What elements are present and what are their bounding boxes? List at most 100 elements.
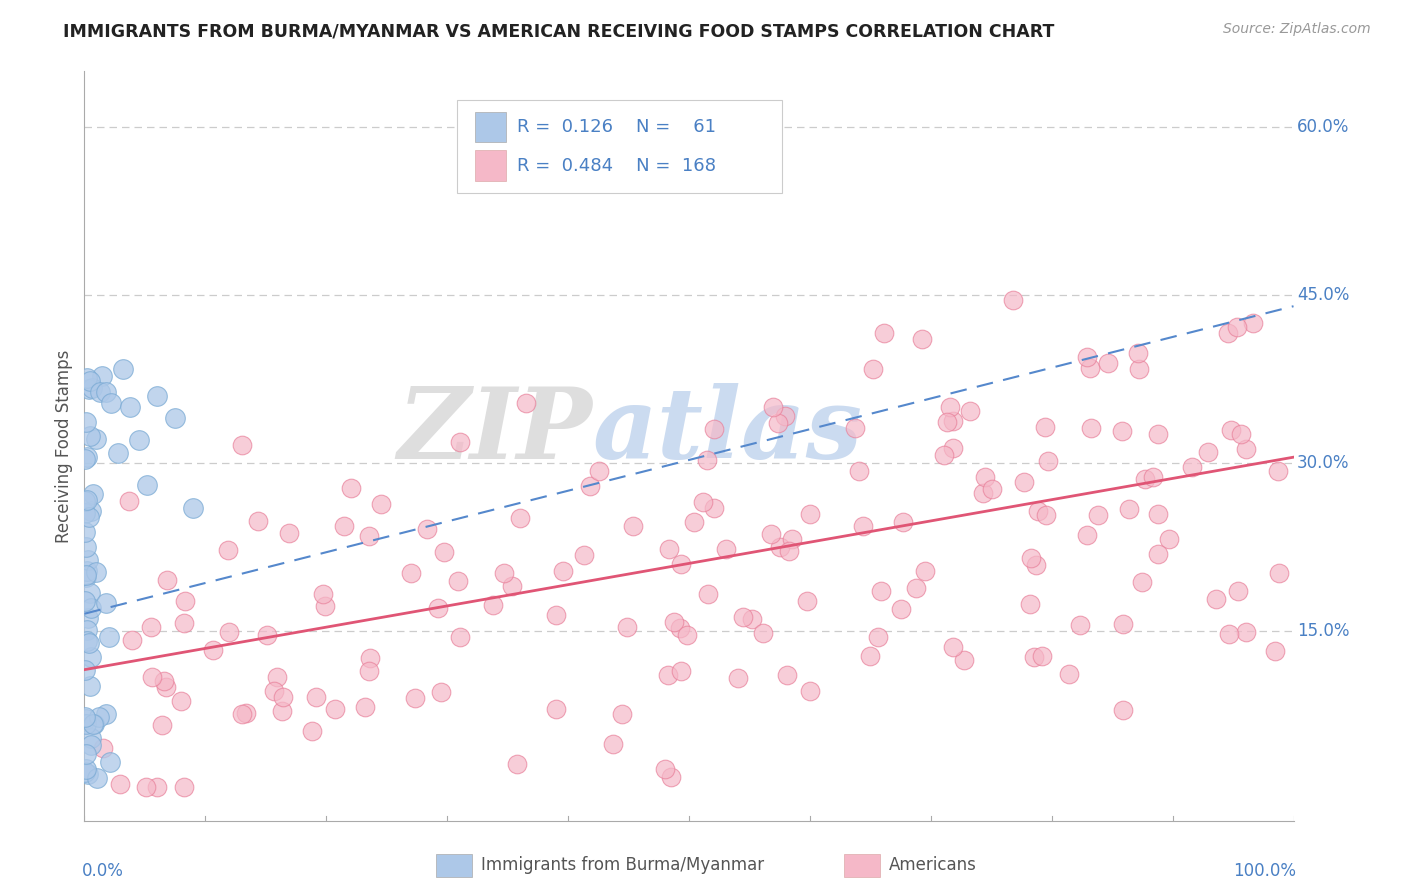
Point: [1012, 475, 1035, 489]
Point: [77, 382, 100, 396]
Point: [323, 701, 346, 715]
Point: [1057, 666, 1080, 681]
Point: [76, 450, 98, 464]
Point: [911, 332, 934, 346]
Point: [669, 664, 692, 678]
Point: [96, 707, 118, 722]
Point: [844, 421, 866, 435]
Point: [100, 396, 122, 410]
Point: [354, 700, 377, 714]
Point: [449, 435, 471, 450]
Point: [546, 702, 568, 716]
Point: [153, 673, 176, 688]
Point: [859, 649, 882, 664]
Point: [741, 612, 763, 626]
Point: [848, 464, 870, 478]
Point: [79, 429, 101, 443]
Point: [1267, 465, 1289, 479]
Point: [662, 615, 685, 629]
Point: [654, 762, 676, 776]
Point: [1087, 508, 1109, 522]
Point: [136, 478, 159, 492]
Point: [146, 780, 169, 794]
Point: [796, 594, 818, 608]
Point: [942, 441, 965, 455]
Point: [235, 706, 257, 721]
Point: [141, 670, 163, 684]
Point: [433, 545, 456, 559]
Point: [266, 670, 288, 684]
Point: [449, 630, 471, 644]
Point: [669, 621, 692, 635]
Point: [1019, 598, 1042, 612]
Text: 60.0%: 60.0%: [1298, 119, 1350, 136]
Point: [155, 573, 177, 587]
Point: [938, 400, 960, 414]
Point: [1069, 618, 1091, 632]
Text: R =  0.126    N =    61: R = 0.126 N = 61: [517, 118, 717, 136]
Point: [1035, 508, 1057, 523]
Point: [370, 497, 392, 511]
Point: [494, 566, 516, 581]
Point: [1133, 472, 1156, 486]
Point: [588, 464, 610, 478]
Point: [89, 385, 111, 400]
Point: [980, 483, 1002, 497]
Point: [1130, 574, 1153, 589]
Point: [1264, 644, 1286, 658]
Point: [112, 362, 135, 376]
Point: [862, 361, 884, 376]
Point: [1033, 419, 1056, 434]
Point: [118, 493, 141, 508]
Point: [97, 630, 120, 644]
Point: [121, 632, 143, 647]
Point: [76, 634, 98, 648]
Point: [727, 671, 749, 685]
Point: [79, 375, 101, 389]
Point: [79, 509, 101, 524]
Point: [73, 506, 96, 520]
Point: [1026, 504, 1049, 518]
Point: [1112, 703, 1135, 717]
Point: [616, 620, 638, 634]
Point: [76, 553, 98, 567]
Point: [890, 601, 912, 615]
Point: [675, 628, 697, 642]
Point: [602, 737, 624, 751]
Point: [73, 710, 96, 724]
Text: R =  0.484    N =  168: R = 0.484 N = 168: [517, 156, 717, 175]
Point: [572, 548, 595, 562]
Point: [263, 684, 285, 698]
Text: ZIP: ZIP: [398, 383, 592, 479]
Point: [256, 628, 278, 642]
Point: [780, 532, 803, 546]
Point: [1078, 361, 1101, 376]
Point: [80, 601, 103, 615]
Point: [357, 529, 380, 543]
Point: [659, 770, 682, 784]
Point: [305, 690, 328, 704]
Point: [80, 649, 103, 664]
Point: [733, 610, 755, 624]
Point: [1147, 548, 1170, 562]
Point: [90, 368, 112, 383]
Point: [1241, 316, 1264, 330]
Point: [1022, 649, 1045, 664]
Point: [501, 579, 523, 593]
Point: [80, 738, 103, 752]
Point: [657, 667, 679, 681]
Point: [77, 636, 100, 650]
Text: IMMIGRANTS FROM BURMA/MYANMAR VS AMERICAN RECEIVING FOOD STAMPS CORRELATION CHAR: IMMIGRANTS FROM BURMA/MYANMAR VS AMERICA…: [63, 22, 1054, 40]
Text: 45.0%: 45.0%: [1298, 286, 1350, 304]
Point: [301, 724, 323, 739]
Text: Source: ZipAtlas.com: Source: ZipAtlas.com: [1223, 22, 1371, 37]
Point: [359, 651, 381, 665]
Point: [173, 615, 195, 630]
Point: [82, 381, 104, 395]
Point: [150, 718, 173, 732]
Point: [766, 416, 789, 430]
Point: [107, 445, 129, 459]
Text: 30.0%: 30.0%: [1298, 454, 1350, 472]
Point: [135, 780, 157, 794]
Point: [953, 653, 976, 667]
